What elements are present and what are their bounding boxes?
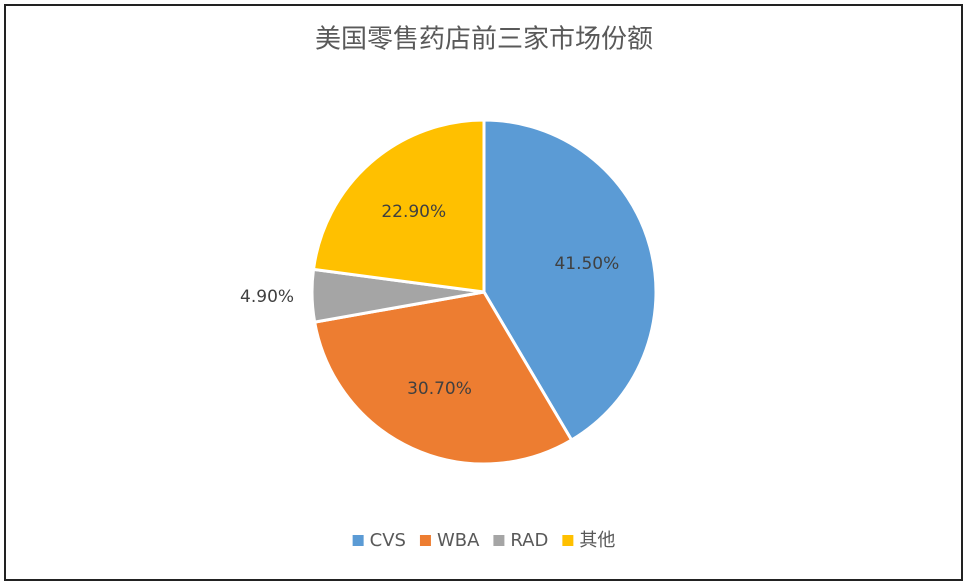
- legend-swatch: [493, 535, 505, 546]
- pie-slice: [311, 118, 486, 294]
- legend-label: WBA: [437, 530, 480, 551]
- data-label: 22.90%: [381, 202, 446, 222]
- pie-slice: [312, 290, 574, 466]
- data-label: 41.50%: [554, 254, 619, 274]
- legend-label: RAD: [510, 530, 548, 551]
- data-label: 4.90%: [240, 287, 294, 307]
- chart-title: 美国零售药店前三家市场份额: [315, 25, 653, 55]
- legend-label: 其他: [579, 530, 615, 551]
- legend-swatch: [562, 535, 574, 546]
- legend-label: CVS: [370, 530, 406, 551]
- pie-slice: [482, 118, 658, 443]
- legend-swatch: [352, 535, 364, 546]
- data-label: 30.70%: [407, 379, 472, 399]
- legend-swatch: [419, 535, 431, 546]
